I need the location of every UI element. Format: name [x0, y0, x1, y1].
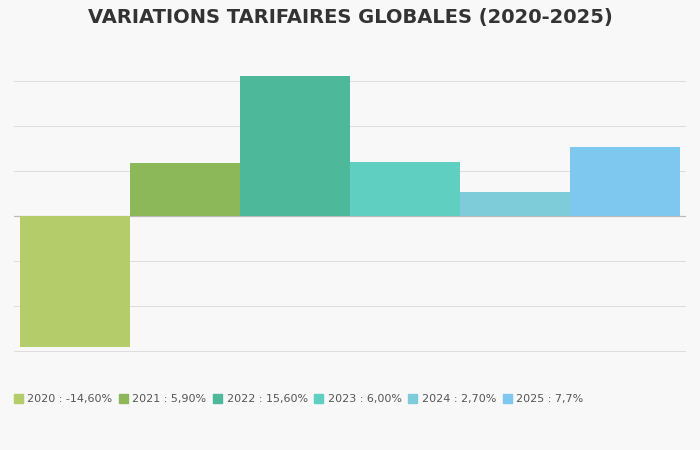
- Title: VARIATIONS TARIFAIRES GLOBALES (2020-2025): VARIATIONS TARIFAIRES GLOBALES (2020-202…: [88, 9, 612, 27]
- Legend: 2020 : -14,60%, 2021 : 5,90%, 2022 : 15,60%, 2023 : 6,00%, 2024 : 2,70%, 2025 : : 2020 : -14,60%, 2021 : 5,90%, 2022 : 15,…: [14, 394, 583, 404]
- Bar: [240, 76, 350, 216]
- Bar: [460, 192, 570, 216]
- Bar: [570, 147, 680, 216]
- Bar: [20, 216, 130, 347]
- Bar: [130, 163, 240, 216]
- Bar: [350, 162, 460, 216]
